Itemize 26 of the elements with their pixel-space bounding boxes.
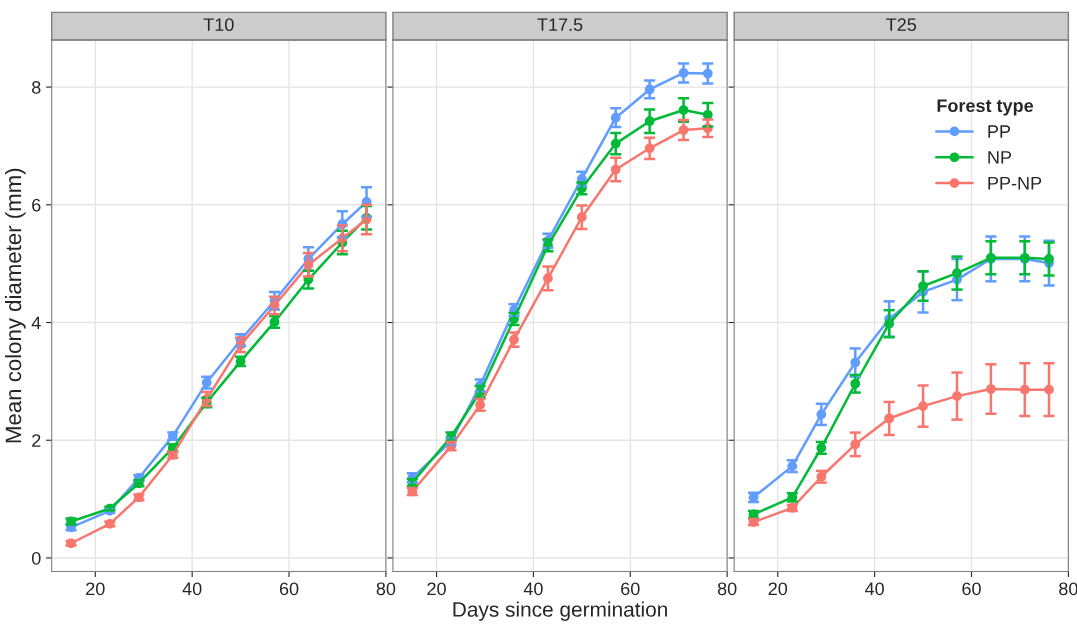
x-tick-label: 80	[376, 582, 396, 596]
y-tick-label: 6	[32, 198, 41, 212]
x-tick-label: 60	[279, 582, 299, 596]
x-tick-label: 20	[427, 582, 446, 596]
legend-label: NP	[988, 151, 1012, 164]
y-tick-label: 8	[32, 81, 41, 94]
y-tick-label: 4	[31, 316, 41, 330]
y-tick-label: 2	[32, 434, 41, 447]
legend-title: Forest type	[937, 99, 1034, 116]
x-tick-label: 20	[86, 582, 105, 596]
y-tick-label: 0	[31, 551, 41, 565]
x-tick-label: 60	[621, 582, 640, 596]
x-tick-label: 60	[962, 582, 981, 596]
chart-title: T25	[886, 18, 917, 32]
x-tick-label: 40	[182, 582, 202, 596]
x-axis-title: Days since germination	[453, 601, 667, 621]
chart-title: T10	[203, 18, 234, 32]
chart-title: T17.5	[537, 18, 583, 32]
x-tick-label: 80	[1059, 582, 1077, 596]
x-tick-label: 40	[523, 582, 543, 596]
legend-label: PP	[988, 125, 1011, 138]
x-tick-label: 80	[717, 582, 737, 596]
y-axis-title: Mean colony diameter (mm)	[4, 168, 26, 443]
x-tick-label: 40	[865, 582, 884, 596]
x-tick-label: 20	[768, 582, 788, 596]
legend-label: PP-NP	[988, 177, 1042, 190]
